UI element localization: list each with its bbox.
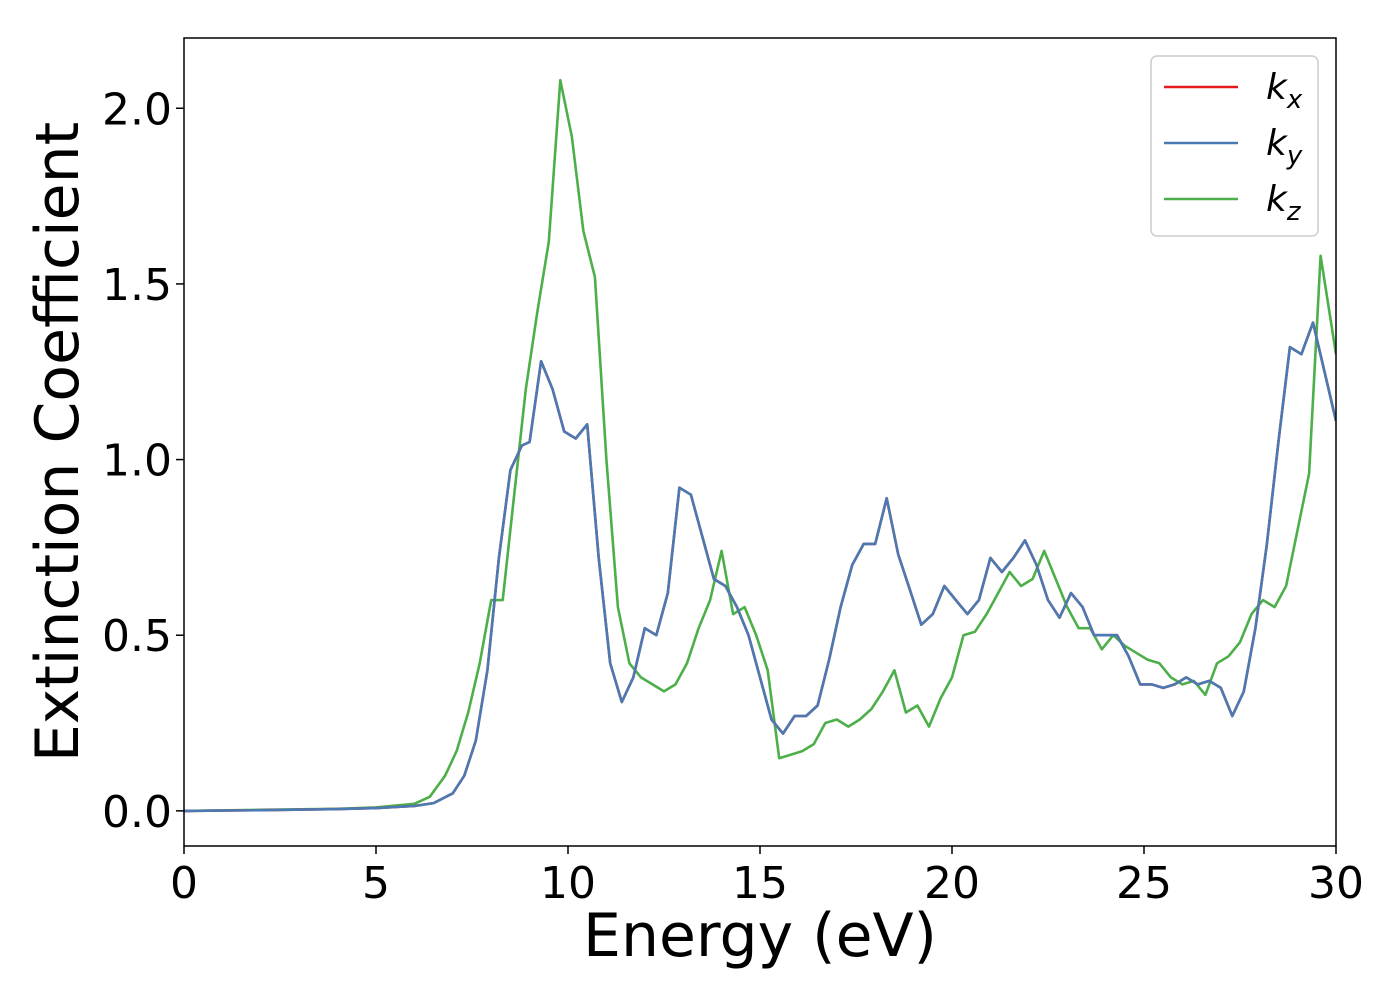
y-tick-label: 2.0: [102, 84, 172, 135]
legend-label-ky: ky: [1266, 123, 1303, 171]
x-tick-label: 10: [540, 858, 596, 909]
x-axis: 0 5 10 15 20 25 30: [170, 846, 1364, 909]
y-tick-label: 0.0: [102, 787, 172, 838]
series-layer: [184, 78, 1336, 813]
plot-area: [184, 38, 1336, 846]
x-tick-label: 5: [362, 858, 390, 909]
x-tick-label: 15: [732, 858, 788, 909]
series-line-ky: [184, 321, 1336, 813]
x-tick-label: 30: [1308, 858, 1364, 909]
legend-label-kz: kz: [1266, 179, 1302, 227]
x-tick-label: 0: [170, 858, 198, 909]
y-axis-label: Extinction Coefficient: [23, 122, 93, 762]
legend-box: [1150, 55, 1319, 237]
legend: kx ky kz: [1150, 55, 1319, 237]
series-line-kz: [184, 78, 1336, 813]
legend-label-kx: kx: [1266, 67, 1303, 115]
x-tick-label: 20: [924, 858, 980, 909]
y-tick-label: 0.5: [102, 611, 172, 662]
y-tick-label: 1.0: [102, 436, 172, 487]
y-tick-label: 1.5: [102, 260, 172, 311]
x-axis-label: Energy (eV): [583, 901, 937, 971]
x-tick-label: 25: [1116, 858, 1172, 909]
y-axis: 0.0 0.5 1.0 1.5 2.0: [102, 84, 184, 838]
